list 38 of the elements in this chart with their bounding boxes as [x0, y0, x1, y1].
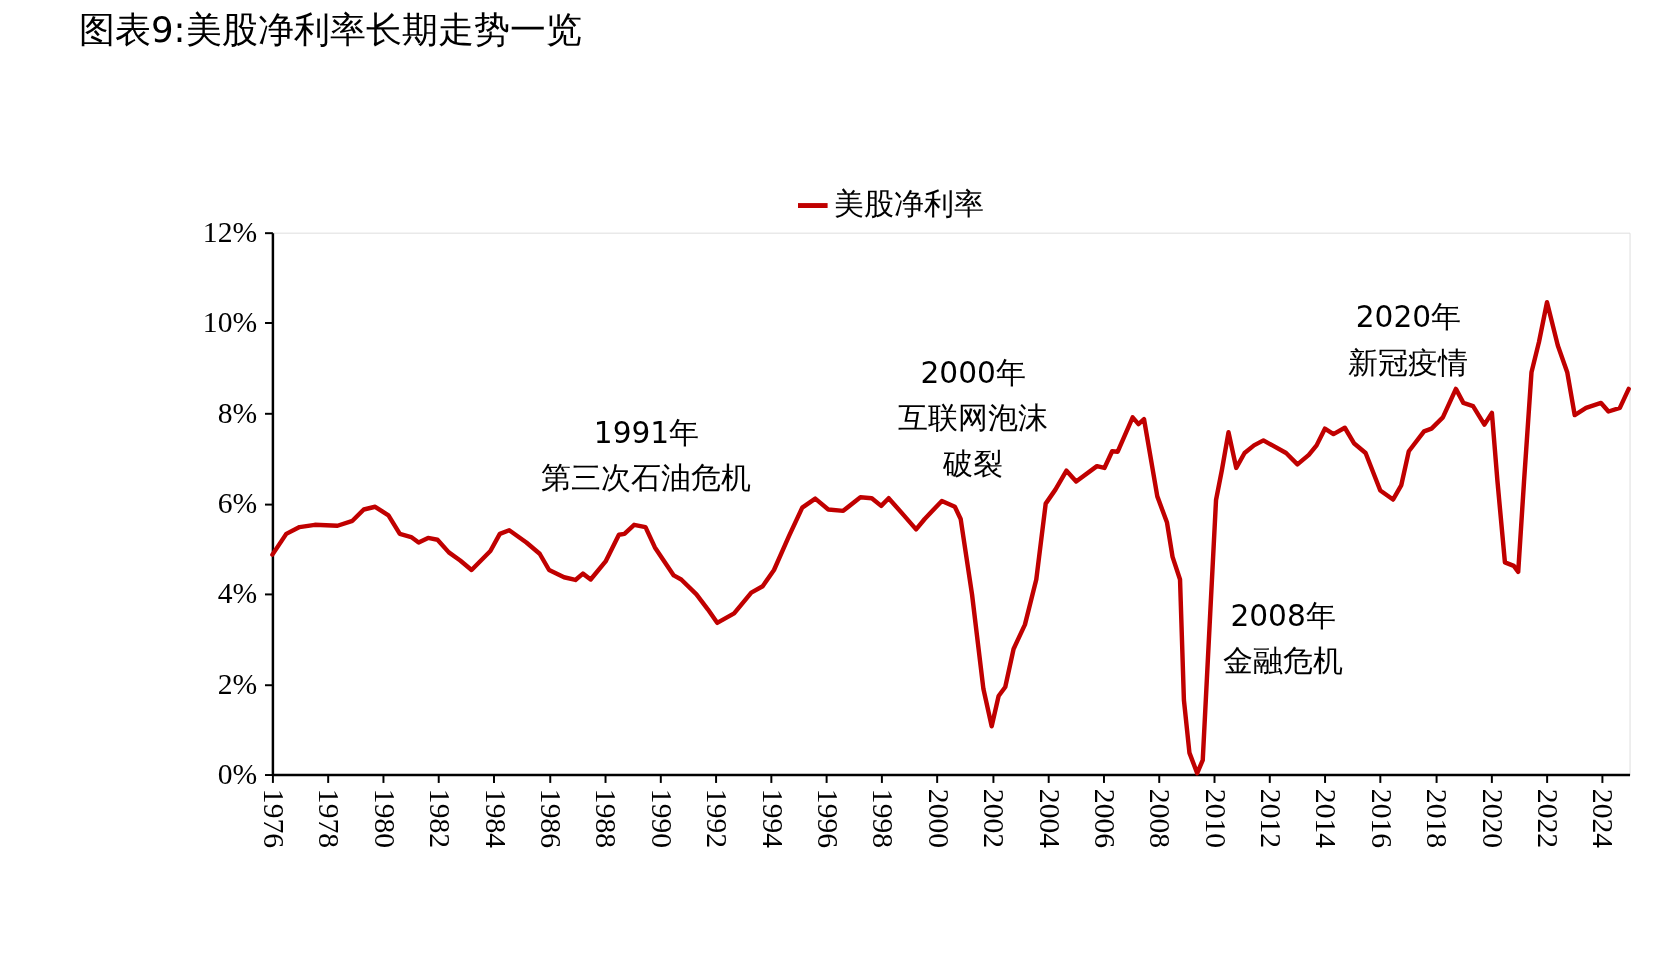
annotation: 2000年互联网泡沫破裂	[898, 355, 1049, 481]
x-tick-label: 2004	[1033, 788, 1066, 849]
y-tick-label: 10%	[202, 306, 258, 339]
x-tick-label: 2008	[1144, 788, 1177, 849]
x-tick-label: 2022	[1532, 788, 1565, 849]
x-tick-label: 2010	[1199, 788, 1232, 849]
x-tick-label: 1994	[756, 788, 789, 849]
annotation: 2008年金融危机	[1223, 598, 1344, 678]
x-tick-label: 1982	[424, 788, 457, 849]
x-tick-label: 1990	[645, 788, 678, 849]
chart-title: 图表9:美股净利率长期走势一览	[78, 9, 582, 51]
x-tick-label: 1988	[590, 788, 623, 849]
x-tick-label: 2014	[1310, 788, 1343, 849]
x-tick-label: 1992	[701, 788, 734, 849]
x-tick-label: 2012	[1255, 788, 1288, 849]
y-tick-label: 2%	[217, 667, 258, 700]
x-tick-label: 1986	[534, 788, 567, 849]
x-tick-label: 2000	[922, 788, 955, 849]
x-tick-label: 2024	[1587, 788, 1620, 849]
y-tick-label: 8%	[217, 396, 258, 429]
legend-label: 美股净利率	[834, 187, 985, 222]
x-tick-label: 1984	[479, 788, 512, 849]
x-tick-label: 1996	[811, 788, 844, 849]
annotation: 1991年第三次石油危机	[541, 415, 752, 496]
x-tick-label: 2006	[1088, 788, 1121, 849]
x-tick-label: 1976	[258, 788, 291, 849]
y-tick-label: 4%	[217, 577, 258, 610]
x-tick-label: 2018	[1421, 788, 1454, 849]
x-tick-label: 2020	[1476, 788, 1509, 849]
x-tick-label: 1978	[313, 788, 346, 849]
x-tick-label: 1980	[368, 788, 401, 849]
y-tick-label: 12%	[202, 216, 258, 249]
y-tick-label: 6%	[217, 486, 258, 519]
annotation: 2020年新冠疫情	[1348, 300, 1469, 380]
x-tick-label: 2002	[978, 788, 1011, 849]
y-tick-label: 0%	[217, 757, 258, 790]
x-tick-label: 1998	[867, 788, 900, 849]
x-tick-label: 2016	[1365, 788, 1398, 849]
